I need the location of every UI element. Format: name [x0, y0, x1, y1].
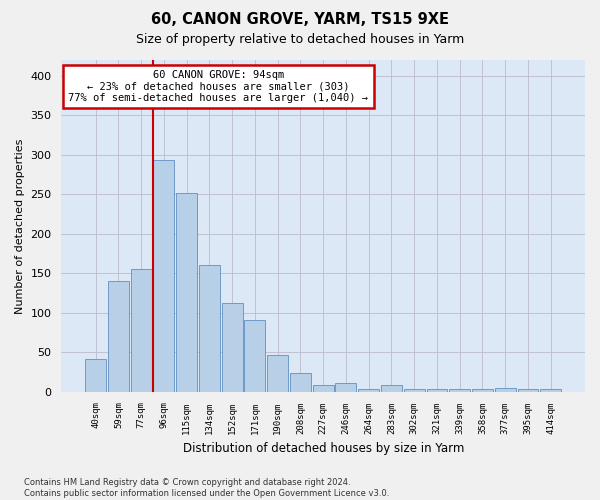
Y-axis label: Number of detached properties: Number of detached properties [15, 138, 25, 314]
Bar [176, 192, 197, 392]
Bar [404, 388, 425, 392]
Bar [472, 390, 493, 392]
Text: 60 CANON GROVE: 94sqm
← 23% of detached houses are smaller (303)
77% of semi-det: 60 CANON GROVE: 94sqm ← 23% of detached … [68, 70, 368, 103]
Bar [244, 320, 265, 392]
Bar [335, 383, 356, 392]
Bar [290, 372, 311, 392]
Bar [199, 264, 220, 392]
Bar [449, 388, 470, 392]
Text: Size of property relative to detached houses in Yarm: Size of property relative to detached ho… [136, 32, 464, 46]
Bar [381, 384, 402, 392]
Bar [222, 303, 242, 392]
Bar [313, 384, 334, 392]
Bar [267, 356, 288, 392]
Bar [108, 281, 129, 392]
Bar [85, 358, 106, 392]
Bar [540, 390, 561, 392]
Text: Contains HM Land Registry data © Crown copyright and database right 2024.
Contai: Contains HM Land Registry data © Crown c… [24, 478, 389, 498]
X-axis label: Distribution of detached houses by size in Yarm: Distribution of detached houses by size … [182, 442, 464, 455]
Bar [427, 390, 448, 392]
Bar [131, 270, 152, 392]
Bar [358, 388, 379, 392]
Bar [154, 160, 175, 392]
Text: 60, CANON GROVE, YARM, TS15 9XE: 60, CANON GROVE, YARM, TS15 9XE [151, 12, 449, 28]
Bar [518, 390, 538, 392]
Bar [495, 388, 515, 392]
